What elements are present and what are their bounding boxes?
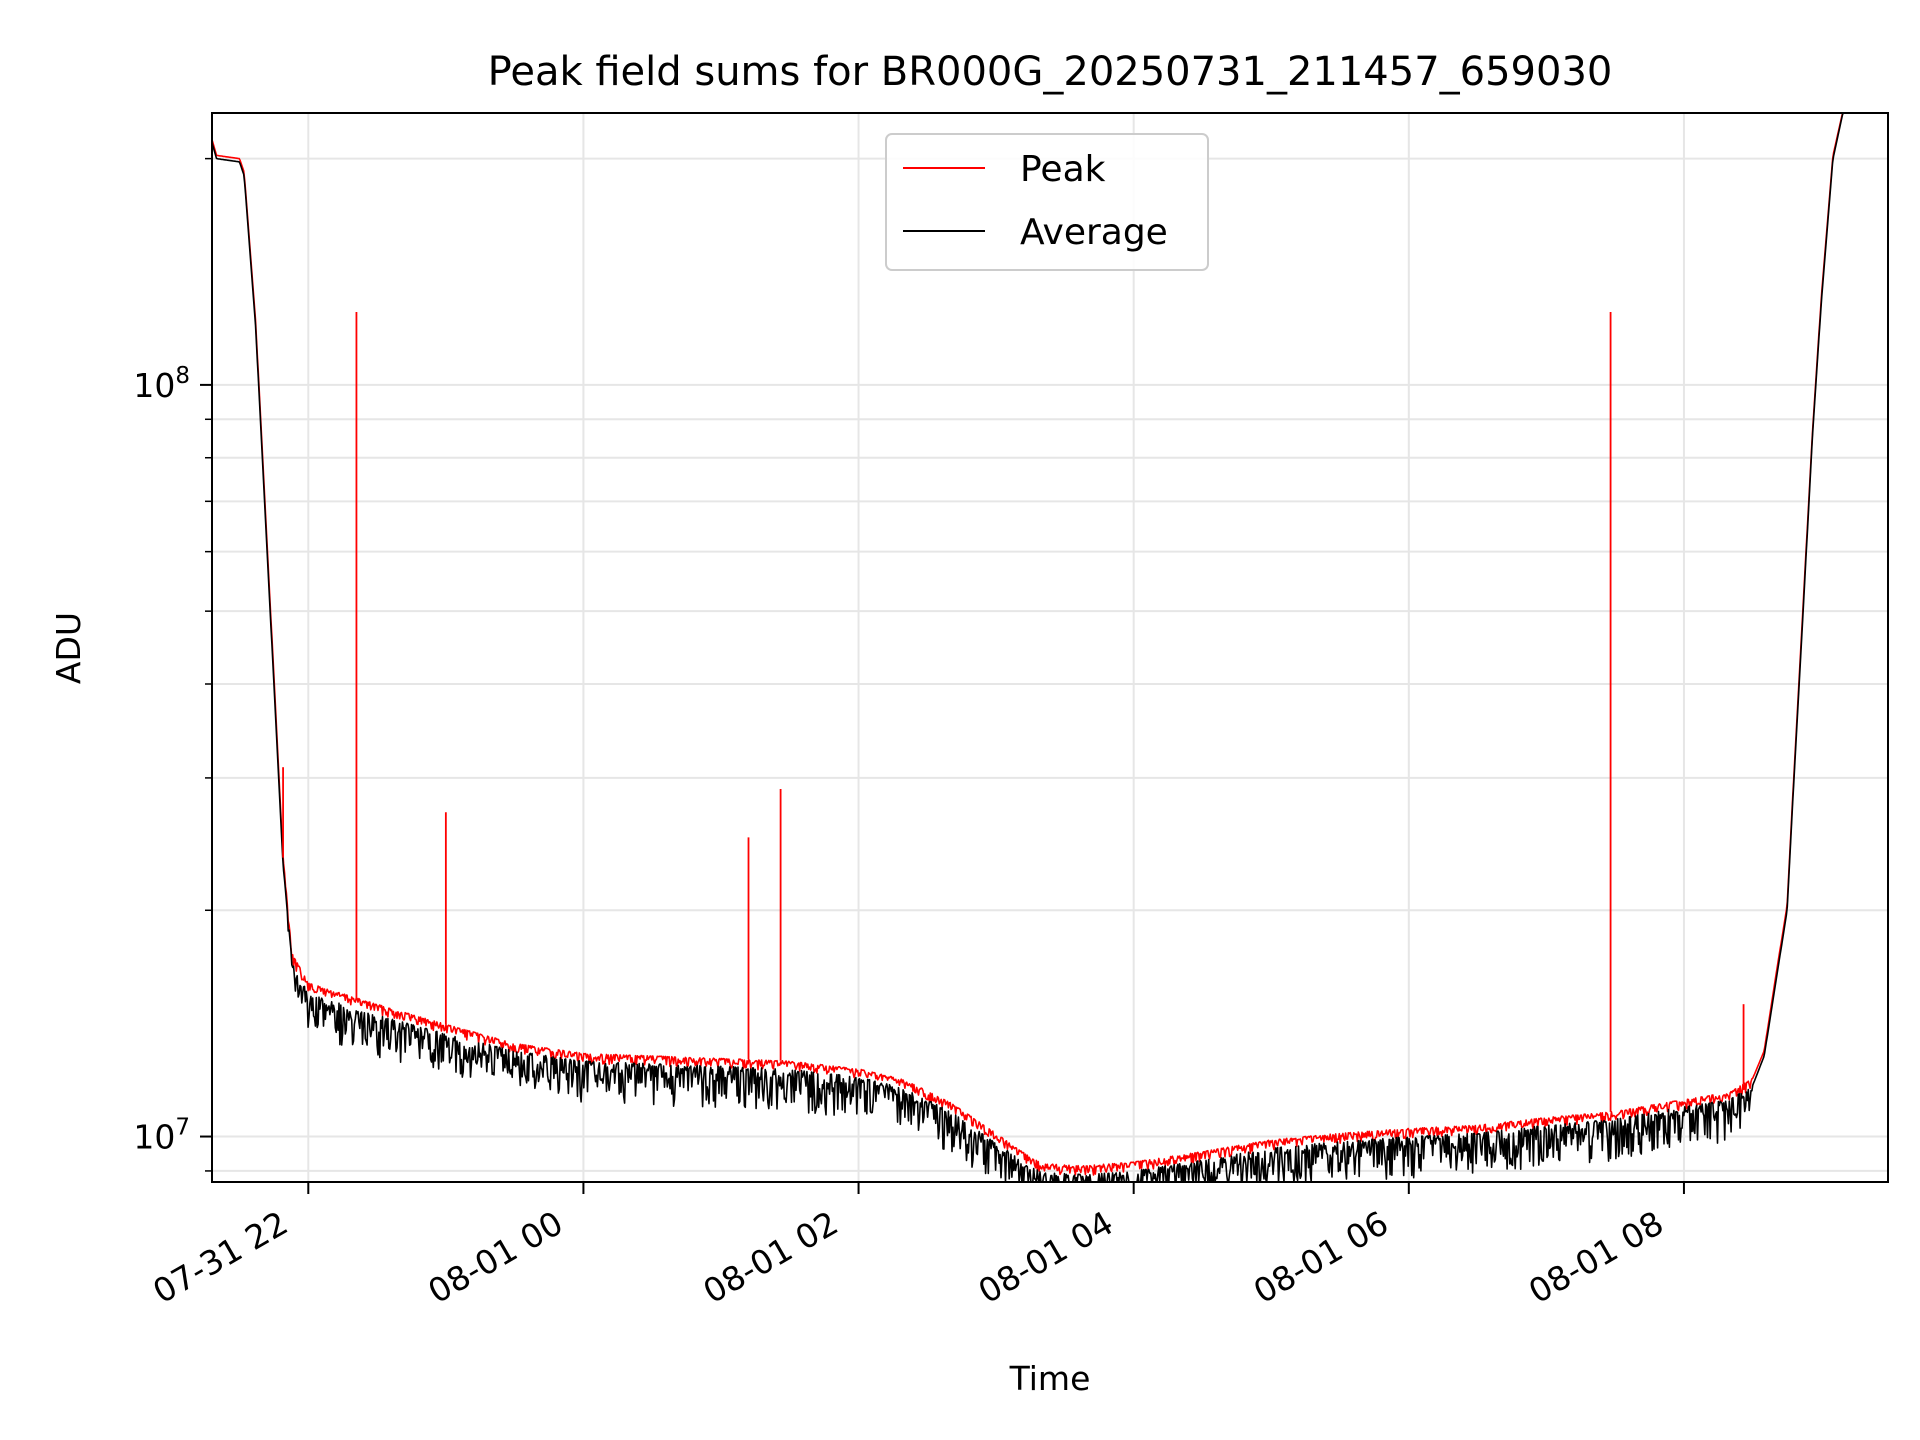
series-layer [211, 112, 1845, 1183]
chart-title: Peak field sums for BR000G_20250731_2114… [488, 49, 1613, 95]
peak-series-line [211, 112, 1845, 1176]
y-tick-base: 10 [133, 366, 175, 405]
y-axis-label: ADU [49, 612, 88, 684]
grid-layer [212, 113, 1888, 1182]
y-tick-base: 10 [133, 1118, 175, 1157]
legend: Peak Average [885, 133, 1209, 271]
legend-peak-label: Peak [1020, 149, 1106, 190]
y-tick-exponent: 7 [175, 1115, 190, 1141]
plot-frame [211, 112, 1889, 1183]
y-tick-exponent: 8 [175, 363, 190, 389]
y-tick-label: 108 [133, 363, 190, 405]
legend-average-label: Average [1020, 212, 1168, 253]
x-axis-label: Time [1009, 1359, 1091, 1398]
y-tick-label: 107 [133, 1115, 190, 1157]
